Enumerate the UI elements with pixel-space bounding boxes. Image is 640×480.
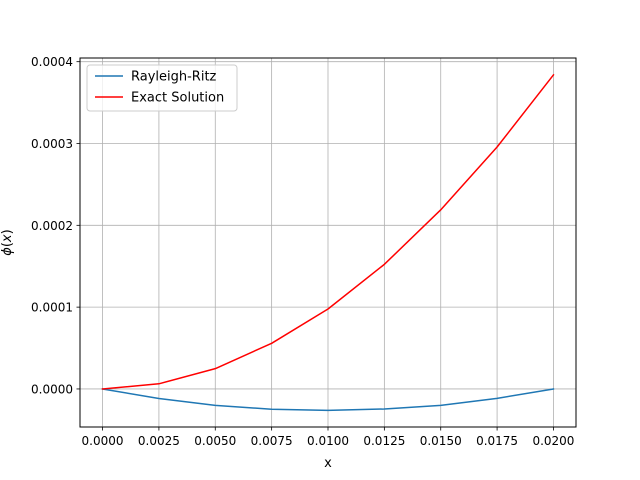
x-axis-ticks: 0.0000 0.0025 0.0050 0.0075 0.0100 0.0125 0.01… [82, 427, 574, 448]
legend: Rayleigh-Ritz Exact Solution [86, 64, 238, 112]
series-lines [101, 73, 555, 412]
legend-label-exact-solution: Exact Solution [131, 91, 224, 106]
y-axis-label: ϕ(x) [0, 229, 15, 255]
x-tick-label: 0.0125 [363, 434, 405, 448]
y-tick-label: 0.0000 [31, 382, 73, 396]
legend-frame [86, 64, 238, 112]
y-axis-ticks: 0.0000 0.0001 0.0002 0.0003 0.0004 [31, 55, 80, 396]
series-line-exact-solution [101, 73, 555, 390]
y-tick-label: 0.0002 [31, 219, 73, 233]
x-tick-label: 0.0200 [532, 434, 574, 448]
x-tick-label: 0.0075 [251, 434, 293, 448]
grid-lines [80, 58, 576, 427]
y-axis-label-variable: x [0, 234, 15, 243]
y-axis-label-symbol: ϕ [0, 247, 15, 256]
y-axis-label-open-paren: ( [0, 242, 15, 247]
y-tick-label: 0.0003 [31, 137, 73, 151]
x-tick-label: 0.0050 [194, 434, 236, 448]
y-tick-label: 0.0001 [31, 301, 73, 315]
y-axis-label-close-paren: ) [0, 229, 15, 234]
y-tick-label: 0.0004 [31, 55, 73, 69]
x-tick-label: 0.0150 [420, 434, 462, 448]
legend-label-rayleigh-ritz: Rayleigh-Ritz [131, 70, 217, 85]
series-line-rayleigh-ritz [101, 388, 555, 412]
x-axis-label: x [324, 456, 332, 471]
x-tick-label: 0.0100 [307, 434, 349, 448]
x-tick-label: 0.0025 [138, 434, 180, 448]
x-tick-label: 0.0000 [82, 434, 124, 448]
x-tick-label: 0.0175 [476, 434, 518, 448]
